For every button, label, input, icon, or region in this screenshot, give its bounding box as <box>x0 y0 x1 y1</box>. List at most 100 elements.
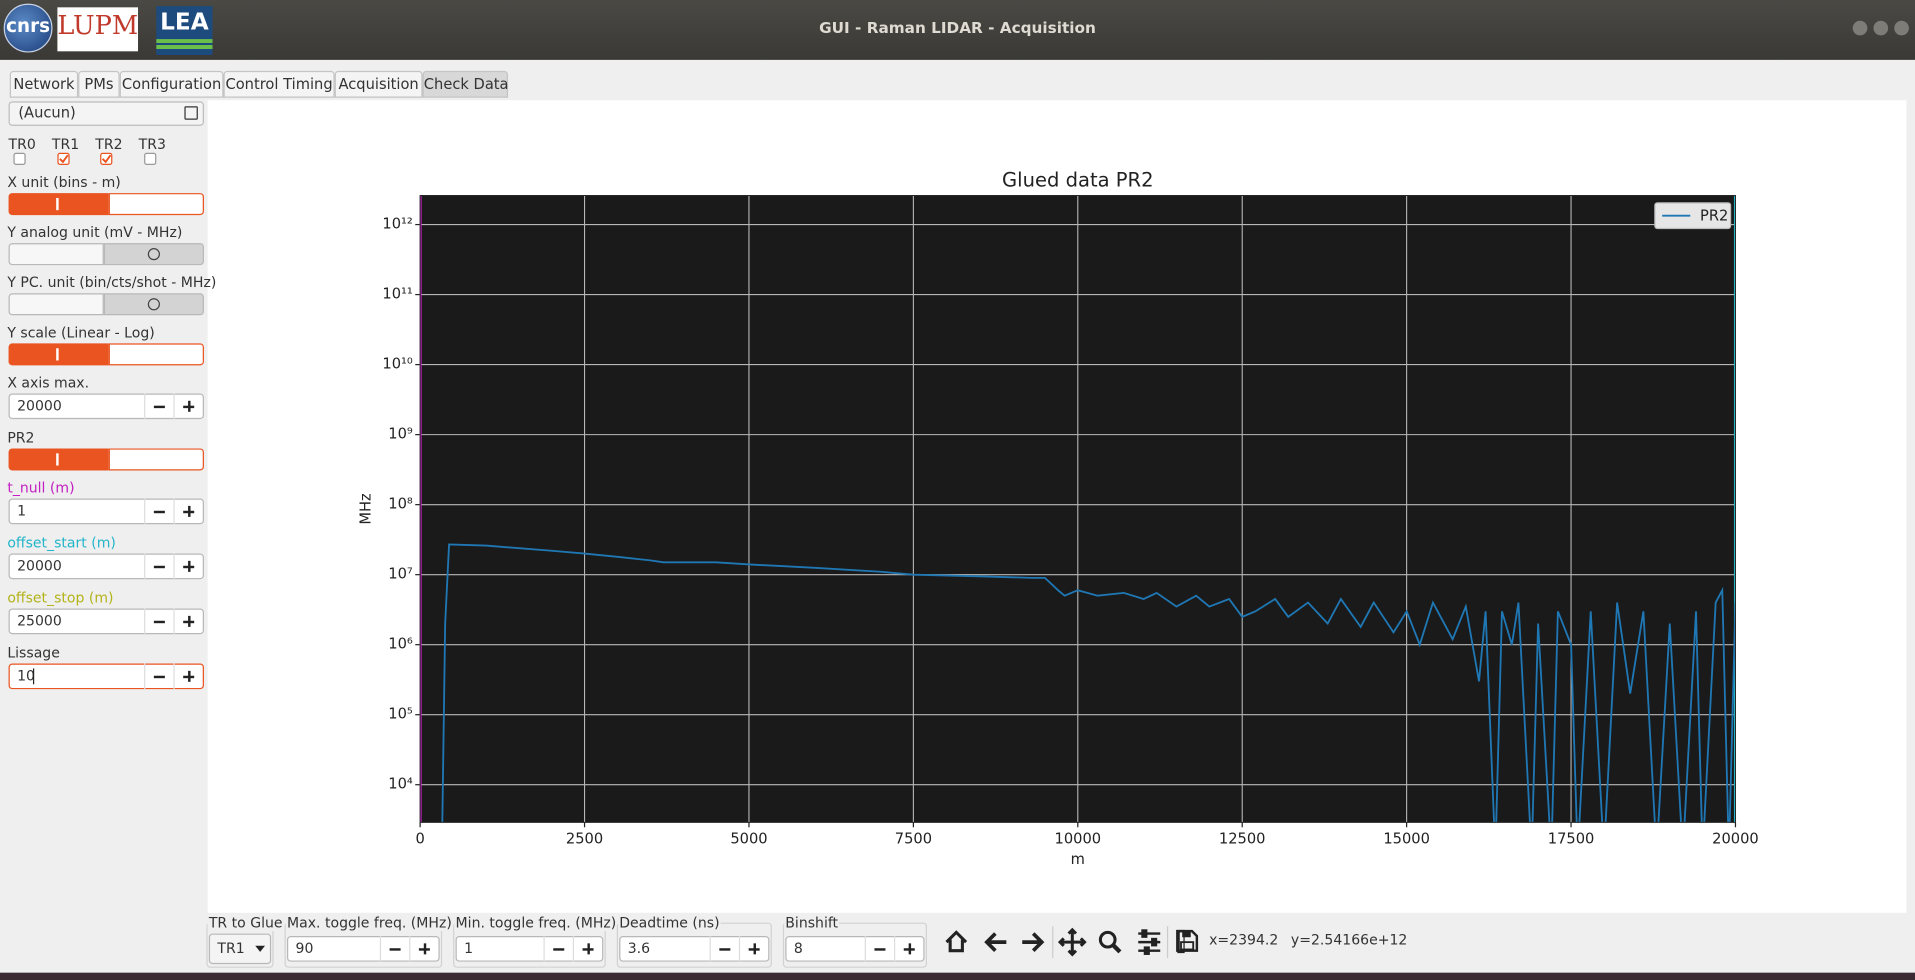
channel-checkbox[interactable] <box>100 152 113 165</box>
y-tick-label: 10¹⁰ <box>382 356 412 373</box>
toggle-circle <box>147 298 160 311</box>
spin-minus-glyph <box>553 948 565 951</box>
legend-label: PR2 <box>1700 207 1728 224</box>
channel-label: TR1 <box>51 135 80 153</box>
spin-minus-glyph <box>153 620 165 623</box>
file-combo[interactable] <box>8 101 204 126</box>
spin-plus[interactable] <box>173 553 202 580</box>
group-label: TR to Glue <box>207 914 284 932</box>
tab[interactable]: PMs <box>78 70 120 98</box>
spin-plus[interactable] <box>409 936 438 962</box>
spin-value[interactable]: 1 <box>17 502 27 520</box>
spin-plus[interactable] <box>173 608 202 635</box>
toggle-bar <box>56 348 59 361</box>
spin-minus[interactable] <box>144 498 173 525</box>
spin-minus-glyph <box>153 675 165 678</box>
spin-plus-glyph <box>423 943 426 955</box>
spin-value[interactable]: 90 <box>295 939 314 957</box>
zoom-button[interactable] <box>1098 930 1122 954</box>
spin-plus[interactable] <box>173 663 202 690</box>
control-label: t_null (m) <box>7 479 75 497</box>
logo-cnrs <box>3 3 53 53</box>
spin-value[interactable]: 8 <box>793 939 803 957</box>
spin-minus[interactable] <box>144 393 173 420</box>
spin-value[interactable]: 25000 <box>17 612 62 630</box>
toggle-off[interactable] <box>8 243 104 266</box>
spin-minus[interactable] <box>144 553 173 580</box>
spin-value[interactable]: 20000 <box>17 557 62 575</box>
toggle-rest[interactable] <box>108 193 204 216</box>
toggle-on[interactable] <box>8 193 109 216</box>
spin-plus-glyph <box>188 615 190 627</box>
spin-minus[interactable] <box>144 608 173 635</box>
tab[interactable]: Network <box>9 70 79 98</box>
logo-lea-stripes <box>156 39 213 52</box>
x-tick-label: 0 <box>415 830 424 847</box>
back-button[interactable] <box>984 932 1007 952</box>
tab[interactable]: Configuration <box>119 70 224 98</box>
channel-checkbox[interactable] <box>56 152 70 165</box>
spin-plus[interactable] <box>173 393 202 420</box>
spin-box <box>8 393 204 420</box>
spin-minus[interactable] <box>379 936 409 962</box>
chart-title: Glued data PR2 <box>1002 168 1154 191</box>
spin-plus[interactable] <box>572 936 602 962</box>
minimize-button[interactable] <box>1852 20 1868 36</box>
y-tick-label: 10⁶ <box>388 636 413 653</box>
check-mark <box>101 154 112 164</box>
tab[interactable]: Check Data <box>422 70 509 98</box>
group-label: Binshift <box>784 914 840 932</box>
spin-minus-glyph <box>153 510 165 513</box>
spin-minus[interactable] <box>543 936 572 962</box>
save-icon[interactable] <box>1175 929 1199 953</box>
spin-plus[interactable] <box>173 498 202 525</box>
spin-plus-glyph <box>188 505 190 517</box>
pan-button[interactable] <box>1057 927 1087 957</box>
spin-box <box>455 936 604 962</box>
channel-checkbox[interactable] <box>143 152 156 165</box>
spin-minus[interactable] <box>864 936 894 962</box>
forward-button[interactable] <box>1022 932 1045 952</box>
spin-plus[interactable] <box>893 936 923 962</box>
toggle-circle <box>147 248 160 261</box>
spin-plus-glyph <box>188 400 190 412</box>
channel-label: TR2 <box>95 135 123 153</box>
spin-box <box>287 936 440 962</box>
spin-box <box>619 936 770 962</box>
toggle-off[interactable] <box>8 293 104 316</box>
file-combo-icon[interactable] <box>184 106 198 120</box>
toggle-bar <box>56 197 59 211</box>
toggle-rest[interactable] <box>108 448 204 471</box>
spin-minus-glyph <box>874 948 886 951</box>
y-tick-label: 10⁴ <box>388 776 413 793</box>
spin-minus[interactable] <box>709 936 739 962</box>
toggle-on[interactable] <box>8 343 109 366</box>
toggle-on[interactable] <box>8 448 109 471</box>
tab[interactable]: Acquisition <box>334 70 423 98</box>
control-label: PR2 <box>7 428 35 447</box>
close-button[interactable] <box>1894 20 1909 36</box>
channel-checkbox[interactable] <box>13 152 26 165</box>
home-button[interactable] <box>945 930 968 953</box>
window-title: GUI - Raman LIDAR - Acquisition <box>819 18 1096 37</box>
logo-lupm-text: LUPM <box>57 10 139 41</box>
title-bar <box>0 0 1915 60</box>
spin-value[interactable]: 1 <box>464 939 474 957</box>
chart: 10⁴ 10⁵ 10⁶ 10⁷ 10⁸ 10⁹ 10¹⁰ 10¹¹ 10¹² 0 2500 5000 7… <box>357 168 1758 868</box>
spin-value[interactable]: 20000 <box>17 397 62 415</box>
y-tick-label: 10¹² <box>382 216 412 233</box>
spin-minus-glyph <box>153 405 165 408</box>
configure-button[interactable] <box>1138 929 1161 955</box>
maximize-button[interactable] <box>1873 20 1889 36</box>
toggle-rest[interactable] <box>108 343 204 366</box>
spin-value[interactable]: 3.6 <box>627 939 651 957</box>
spin-minus[interactable] <box>144 663 173 690</box>
tab[interactable]: Control Timing <box>223 70 335 98</box>
spin-plus[interactable] <box>738 936 768 962</box>
spin-plus-glyph <box>587 943 590 955</box>
plot-frame <box>419 195 1736 823</box>
spin-value[interactable]: 10 <box>17 667 35 685</box>
y-tick-label: 10⁷ <box>388 566 413 583</box>
x-tick-label: 15000 <box>1383 830 1430 847</box>
